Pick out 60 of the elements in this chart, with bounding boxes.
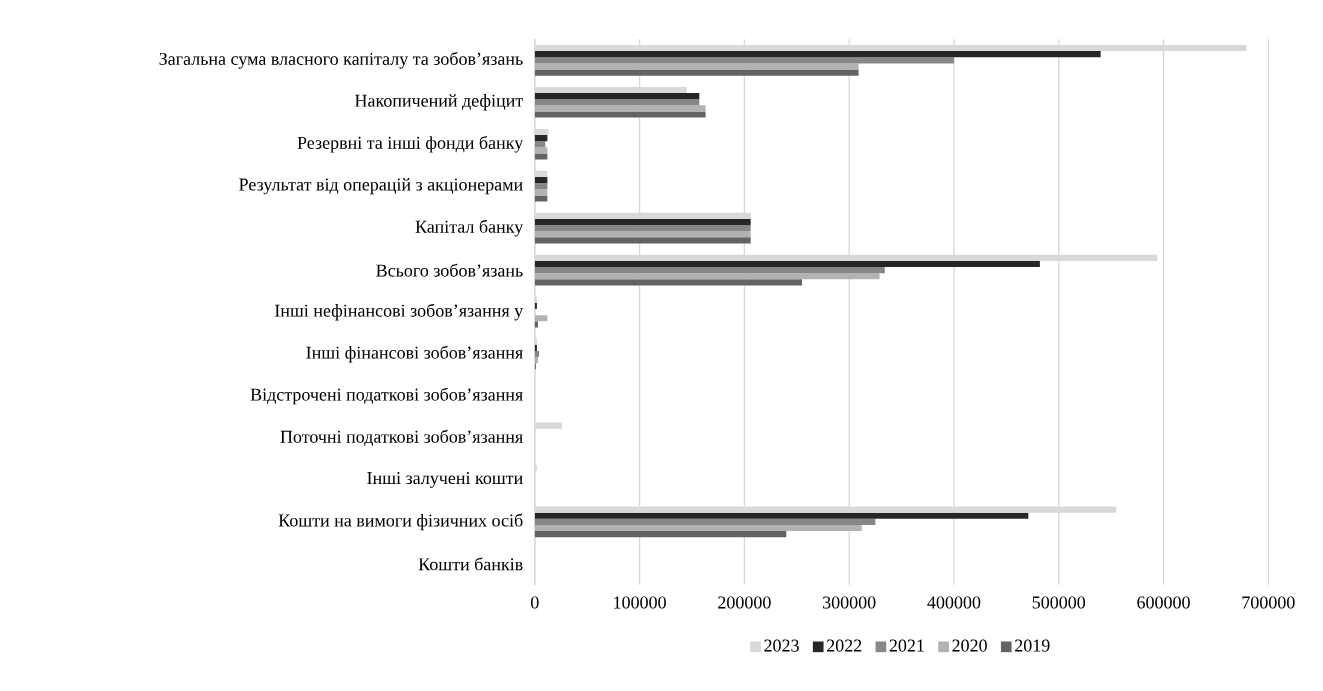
bar — [534, 135, 548, 142]
y-tick-label: Капітал банку — [415, 219, 524, 237]
y-tick-label: Інші фінансові зобов’язання — [306, 345, 523, 363]
bar — [534, 141, 546, 148]
y-tick-label: Кошти на вимоги фізичних осіб — [278, 513, 523, 531]
bar — [534, 153, 548, 160]
y-tick-label: Інші нефінансові зобов’язання у — [274, 303, 524, 321]
y-tick-label: Кошти банків — [418, 557, 523, 571]
bar — [534, 57, 954, 64]
bar — [534, 357, 538, 364]
bar — [534, 189, 548, 196]
bar — [534, 525, 862, 532]
bar — [534, 111, 706, 118]
bar — [534, 351, 539, 358]
legend-label: 2021 — [889, 639, 924, 652]
bar — [534, 315, 548, 322]
bar — [534, 531, 787, 538]
bar — [534, 177, 548, 184]
bar — [534, 321, 538, 328]
legend-label: 2022 — [827, 639, 862, 652]
legend-label: 2020 — [952, 639, 987, 652]
x-tick-label: 700000 — [1242, 596, 1295, 609]
y-tick-label: Результат від операцій з акціонерами — [239, 178, 523, 195]
y-tick-label: Всього зобов’язань — [376, 263, 523, 277]
x-tick-label: 500000 — [1032, 596, 1086, 609]
y-tick-label: Відстрочені податкові зобов’язання — [250, 387, 523, 405]
bar — [534, 105, 706, 112]
bar — [534, 302, 537, 310]
y-tick-label: Резервні та інші фонди банку — [297, 135, 524, 153]
bar — [534, 63, 859, 70]
bar — [534, 99, 700, 106]
bar — [534, 93, 700, 100]
bar — [534, 279, 803, 286]
bar — [534, 225, 751, 232]
bar — [534, 260, 1040, 268]
y-tick-label: Накопичений дефіцит — [355, 94, 523, 111]
x-tick-label: 100000 — [614, 596, 666, 609]
bar — [534, 51, 1101, 58]
bar — [534, 69, 859, 76]
bar — [534, 219, 751, 226]
bar — [534, 267, 885, 274]
x-tick-label: 600000 — [1137, 596, 1190, 609]
bar — [534, 147, 548, 154]
x-tick-label: 200000 — [718, 596, 771, 609]
bar — [534, 231, 751, 238]
bar — [534, 273, 880, 280]
bar — [534, 195, 548, 202]
bar — [534, 512, 1029, 519]
bar — [534, 344, 537, 352]
bar — [534, 237, 751, 244]
x-tick-label: 300000 — [823, 596, 876, 609]
bar — [534, 518, 876, 526]
y-tick-label: Загальна сума власного капіталу та зобов’язань — [159, 52, 523, 69]
legend-label: 2019 — [1015, 639, 1050, 652]
x-tick-label: 0 — [531, 596, 539, 609]
legend-label: 2023 — [764, 639, 799, 652]
bar — [534, 183, 548, 190]
y-tick-label: Інші залучені кошти — [367, 472, 523, 488]
x-tick-label: 400000 — [927, 596, 981, 609]
y-tick-label: Поточні податкові зобов’язання — [280, 429, 523, 447]
